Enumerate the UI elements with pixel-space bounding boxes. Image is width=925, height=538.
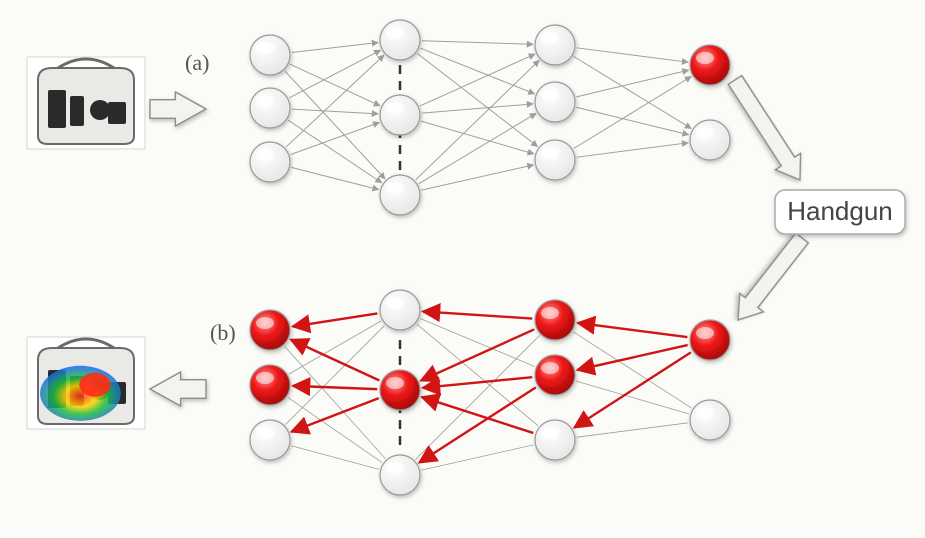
edge [421, 329, 534, 380]
arrow-a-in [150, 92, 206, 126]
node-b-1-0 [380, 290, 420, 330]
node-a-0-1 [250, 88, 290, 128]
edge [291, 340, 379, 381]
node-b-3-0 [690, 320, 730, 360]
arrow-a-out [722, 72, 812, 188]
edge [421, 165, 533, 190]
edge [574, 56, 691, 128]
edge [422, 104, 533, 113]
edge [576, 107, 688, 135]
edge [419, 113, 536, 183]
edge [577, 143, 688, 157]
node-a-2-1 [535, 82, 575, 122]
output-label: Handgun [787, 196, 893, 226]
diagram: Handgun (a) (b) [0, 0, 925, 538]
label-b: (b) [210, 320, 236, 345]
node-a-2-0 [535, 25, 575, 65]
node-b-1-2 [380, 455, 420, 495]
edge [578, 323, 687, 337]
edge [417, 53, 537, 146]
node-b-3-1 [690, 400, 730, 440]
arrow-b-in [726, 229, 814, 329]
node-b-0-1 [250, 365, 290, 405]
node-a-2-2 [535, 140, 575, 180]
node-b-0-0 [250, 310, 290, 350]
edge [574, 352, 690, 427]
input-image-a [27, 57, 145, 149]
edge [288, 398, 382, 463]
label-a: (a) [185, 50, 209, 75]
edge [574, 76, 691, 148]
node-a-3-0 [690, 45, 730, 85]
edge [292, 43, 378, 53]
edge [289, 50, 380, 98]
node-b-1-1 [380, 370, 420, 410]
node-b-2-2 [535, 420, 575, 460]
edge [291, 446, 379, 470]
node-a-0-0 [250, 35, 290, 75]
edge [420, 54, 535, 106]
edge [422, 397, 533, 433]
node-a-1-1 [380, 95, 420, 135]
edge [293, 313, 378, 326]
edge [288, 120, 381, 183]
edge [289, 321, 381, 374]
edge [291, 122, 380, 154]
edge [292, 109, 378, 114]
edge [577, 48, 688, 62]
node-a-3-1 [690, 120, 730, 160]
edge [577, 423, 688, 437]
edge [576, 381, 689, 414]
edge [291, 398, 378, 431]
edge [420, 319, 534, 367]
edge [285, 71, 385, 179]
node-a-1-0 [380, 20, 420, 60]
arrow-b-out [150, 372, 206, 406]
input-image-b-heatmap [27, 337, 145, 429]
edge [573, 332, 691, 408]
node-b-2-0 [535, 300, 575, 340]
edge [423, 377, 532, 388]
edge [419, 387, 535, 462]
node-a-1-2 [380, 175, 420, 215]
edge [420, 48, 534, 94]
node-a-0-2 [250, 142, 290, 182]
edge [291, 167, 378, 189]
edge [416, 60, 539, 179]
node-b-0-2 [250, 420, 290, 460]
edge [421, 445, 533, 470]
edge [423, 311, 532, 318]
edge [293, 386, 377, 389]
node-b-2-1 [535, 355, 575, 395]
edge [290, 64, 380, 106]
edge [422, 41, 533, 45]
